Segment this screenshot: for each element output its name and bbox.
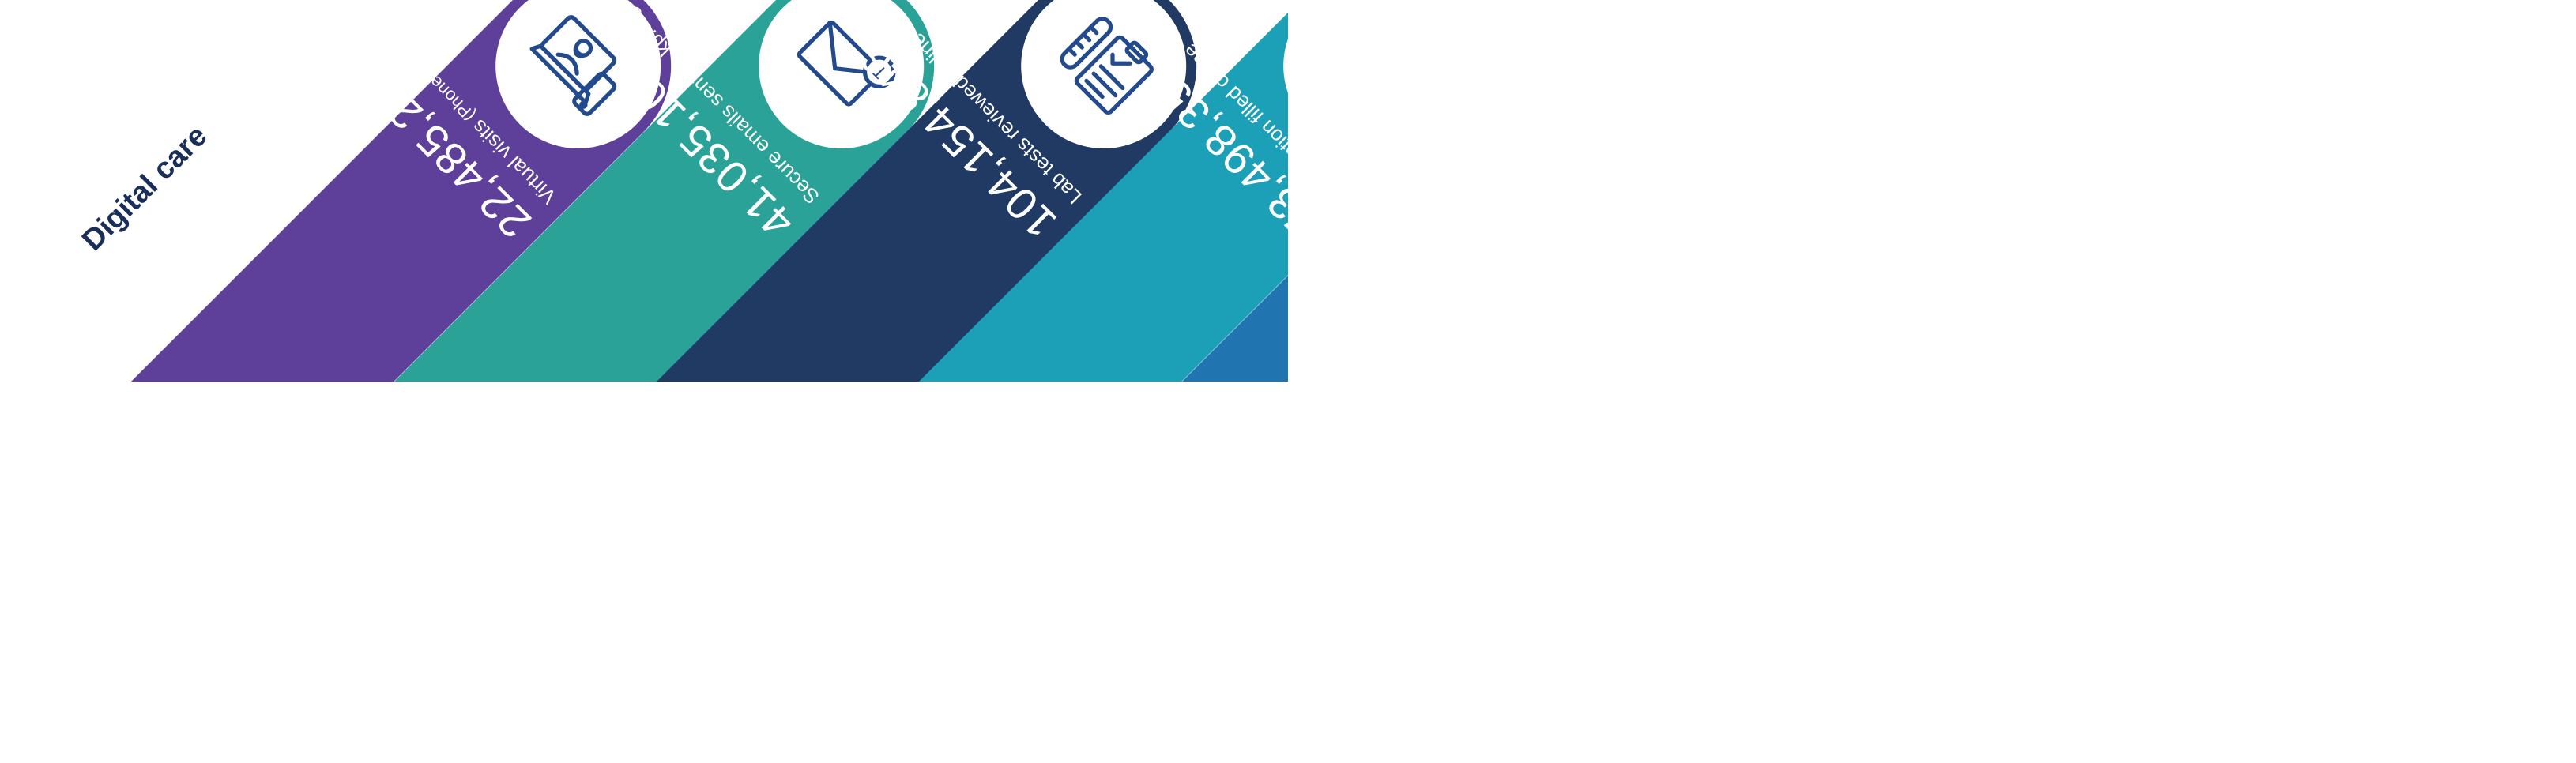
infographic-stage: Digital care 22,485 <box>0 0 1288 382</box>
section-title: Digital care <box>76 119 214 257</box>
band-text: 73,498,351 Prescription filled online <box>1173 72 1288 260</box>
